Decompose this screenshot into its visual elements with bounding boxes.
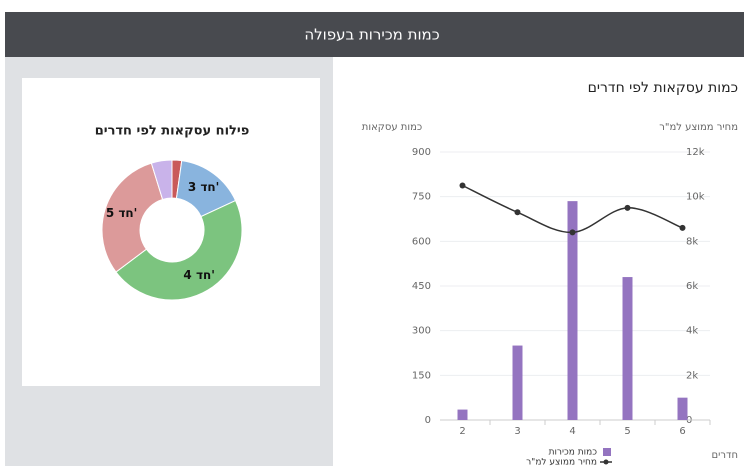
header-bar [5, 12, 744, 57]
y2-axis-label: מחיר ממוצע למ"ר [659, 122, 738, 133]
bar [457, 409, 468, 420]
y-tick-label: 0 [425, 415, 431, 426]
x-tick-label: 4 [569, 426, 575, 437]
y2-tick-label: 6k [686, 281, 698, 292]
pie-slice [115, 199, 243, 301]
legend-swatch [603, 459, 609, 465]
bar [512, 345, 523, 420]
legend-swatch [603, 448, 611, 456]
bar [622, 277, 633, 420]
y2-tick-label: 4k [686, 326, 698, 337]
y-tick-label: 600 [412, 236, 431, 247]
line-point [624, 204, 631, 211]
x-tick-label: 6 [679, 426, 685, 437]
y-tick-label: 900 [412, 147, 431, 158]
legend-label: מחיר ממוצע למ"ר [526, 458, 597, 467]
header-title: כמות מכירות בעפולה [304, 26, 439, 44]
pie-slice [101, 162, 164, 273]
y2-tick-label: 8k [686, 236, 698, 247]
line-point [679, 224, 686, 231]
chart-title: כמות עסקאות לפי חדרים [588, 80, 738, 96]
y2-tick-label: 12k [686, 147, 705, 158]
y-axis-label: כמות עסקאות [362, 122, 422, 133]
right-panel [333, 57, 744, 466]
x-axis-label: חדרים [711, 450, 738, 461]
y-tick-label: 150 [412, 370, 431, 381]
y2-tick-label: 10k [686, 192, 705, 203]
slice-label: 4 חד' [183, 268, 215, 282]
x-tick-label: 3 [514, 426, 520, 437]
y-tick-label: 450 [412, 281, 431, 292]
slice-label: 3 חד' [188, 180, 220, 194]
slice-label: 5 חד' [106, 206, 138, 220]
pie-title: פילוח עסקאות לפי חדרים [95, 124, 250, 139]
x-tick-label: 2 [459, 426, 465, 437]
line-point [514, 209, 521, 216]
y2-tick-label: 2k [686, 370, 698, 381]
pie-card [22, 78, 320, 386]
y-tick-label: 300 [412, 326, 431, 337]
x-tick-label: 5 [624, 426, 630, 437]
y-tick-label: 750 [412, 192, 431, 203]
bar [677, 397, 688, 420]
line-point [569, 229, 576, 236]
line-point [459, 182, 466, 189]
bar [567, 201, 578, 420]
pie-slice [150, 159, 173, 201]
legend-label: כמות מכירות [549, 448, 598, 458]
